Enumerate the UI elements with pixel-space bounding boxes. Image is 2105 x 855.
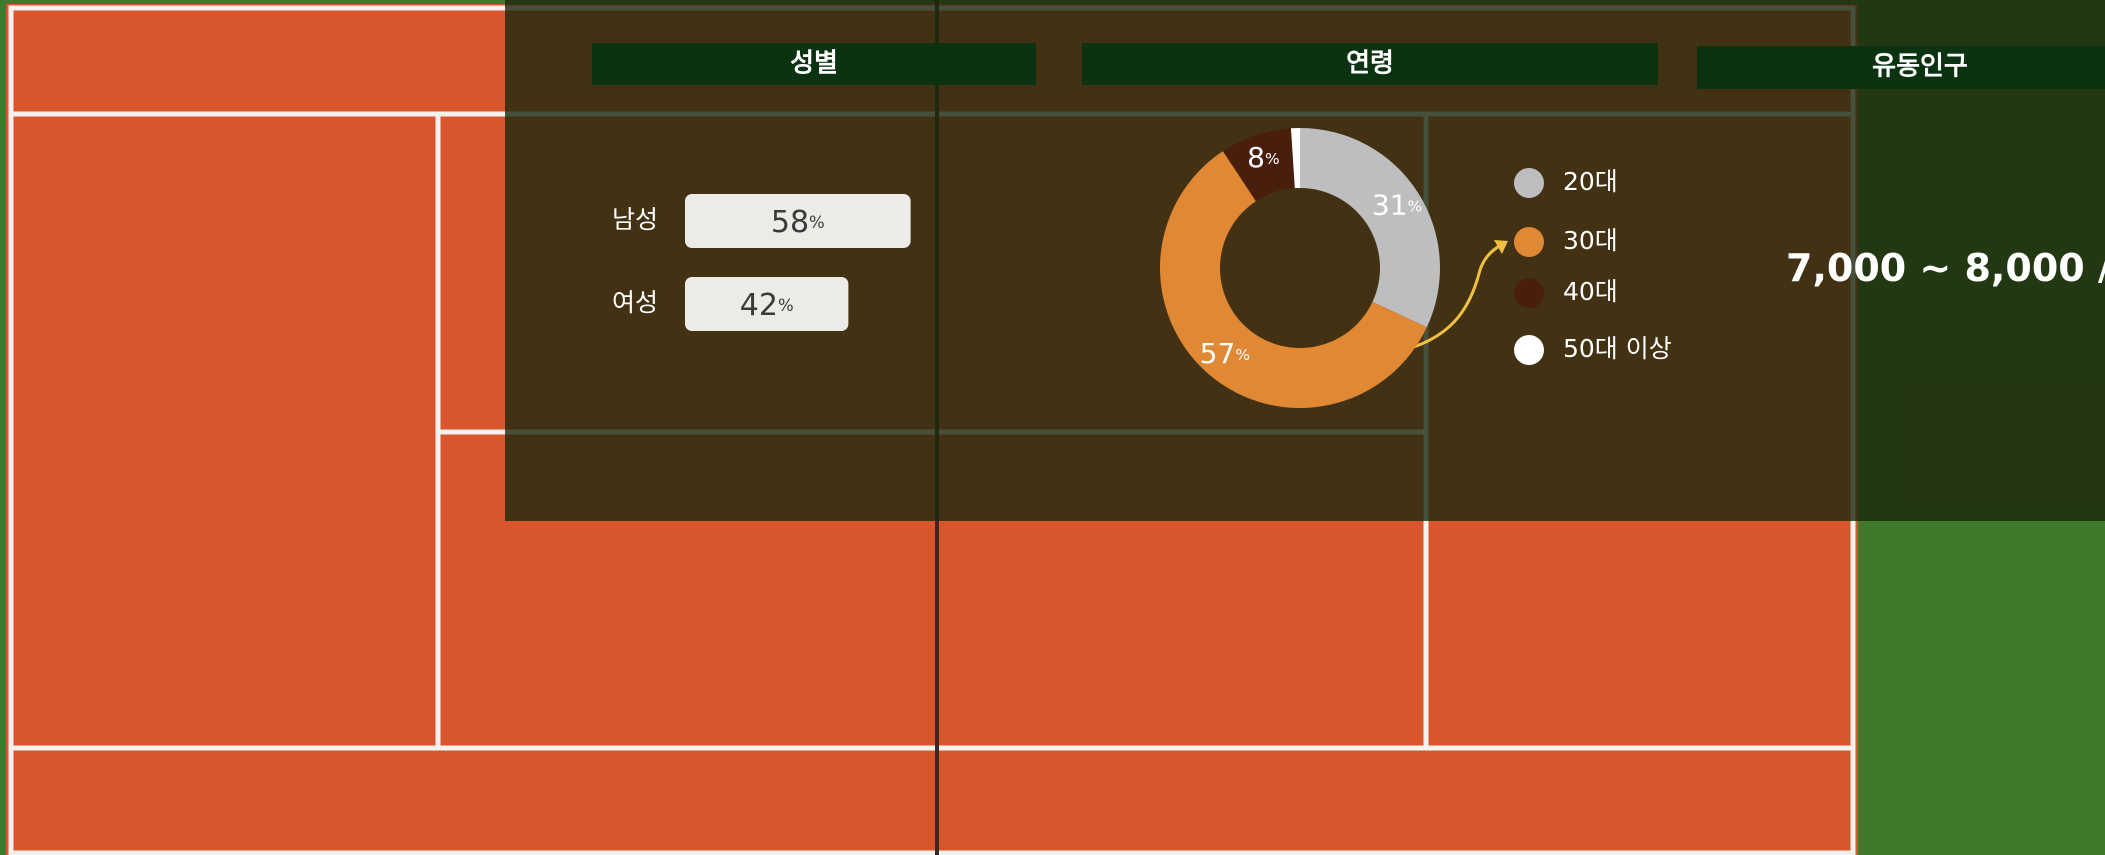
legend-dot	[1514, 278, 1544, 308]
legend-label: 40대	[1563, 277, 1618, 306]
legend-label: 50대 이상	[1563, 334, 1672, 363]
tab-title: 성별	[790, 49, 838, 79]
value: 8	[1247, 141, 1265, 174]
legend-dot	[1514, 335, 1544, 365]
unit: %	[1408, 197, 1423, 215]
legend-label: 20대	[1563, 167, 1618, 196]
gender-label: 여성	[612, 288, 658, 317]
legend-dot	[1514, 227, 1544, 257]
screen: 성별 연령 유동인구 7,000 ~ 8,000 / 일 남성58%여성42%3…	[0, 0, 2105, 855]
unit: %	[809, 213, 825, 232]
value: 58	[771, 205, 809, 240]
value: 42	[740, 288, 778, 323]
tab-title: 연령	[1346, 49, 1394, 79]
traffic-range: 7,000 ~ 8,000	[1786, 246, 2085, 290]
tab-title: 유동인구	[1872, 52, 1968, 82]
gender-label: 남성	[612, 205, 658, 234]
separator: /	[2098, 249, 2105, 289]
unit: %	[1265, 149, 1280, 167]
traffic-value: 7,000 ~ 8,000 / 일	[1786, 246, 2105, 290]
unit: %	[778, 296, 794, 315]
legend-label: 30대	[1563, 226, 1618, 255]
value: 31	[1372, 188, 1408, 221]
value: 57	[1200, 337, 1236, 370]
unit: %	[1235, 346, 1250, 364]
legend-dot	[1514, 168, 1544, 198]
